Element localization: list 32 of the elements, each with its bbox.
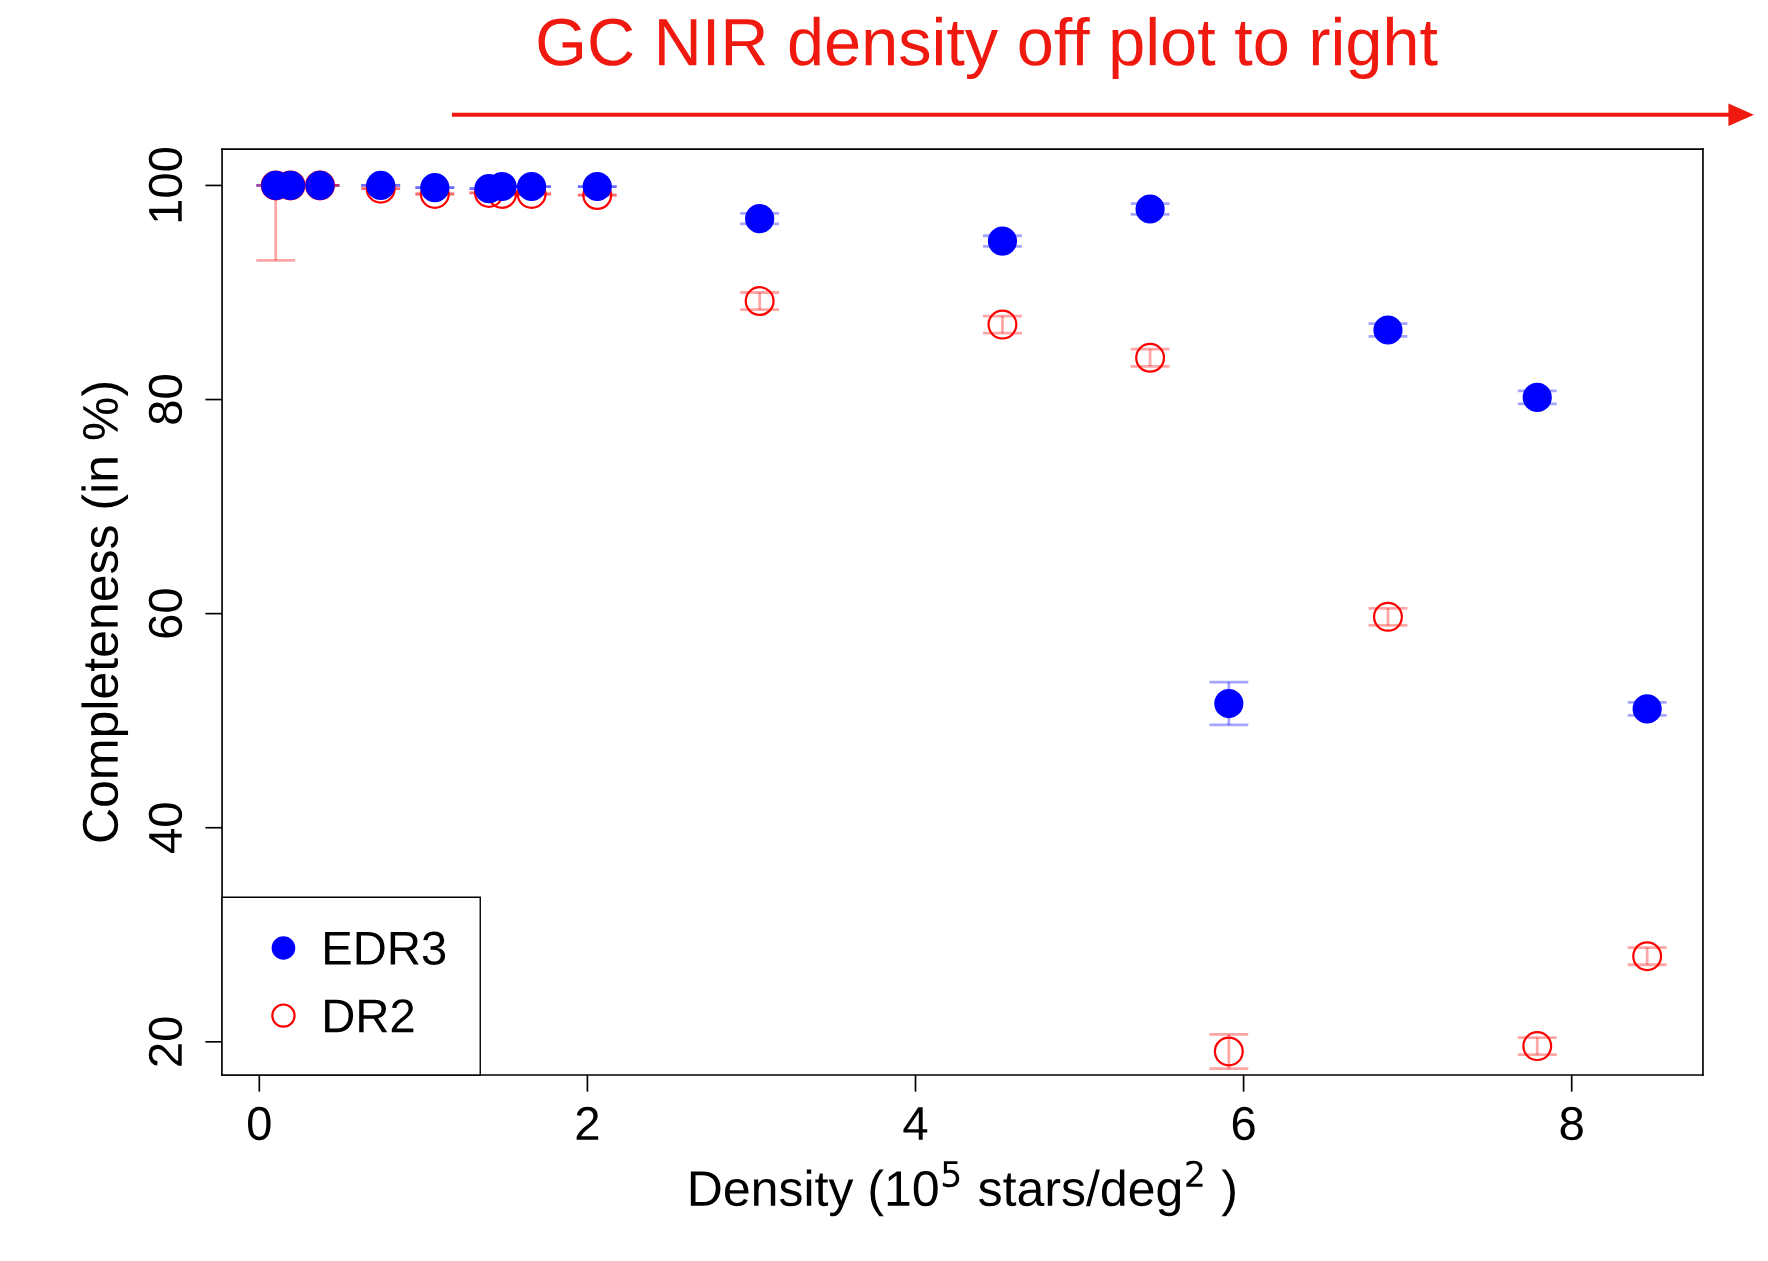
point: [1214, 688, 1244, 719]
point: [1135, 194, 1165, 224]
x-tick-label: 6: [1232, 1106, 1255, 1141]
x-tick-label: 0: [248, 1106, 271, 1141]
point: [420, 173, 450, 203]
point: [1522, 382, 1552, 412]
point: [517, 171, 547, 202]
point: [745, 204, 775, 234]
x-axis-title: Density (10$^{5}$ stars/deg$^{2}$ ): [690, 1160, 1235, 1217]
x-tick-label: 8: [1560, 1106, 1583, 1141]
point: [1213, 1036, 1244, 1067]
point: [1632, 694, 1662, 724]
point: [1373, 315, 1403, 345]
y-tick-label: 20: [148, 1017, 183, 1066]
point: [1372, 601, 1403, 632]
x-tick-label: 4: [903, 1107, 928, 1140]
point: [1522, 1031, 1553, 1062]
point: [1135, 342, 1166, 373]
legend-label: DR2: [325, 999, 414, 1033]
y-tick-label: 60: [148, 589, 183, 638]
text: GC NIR density off plot to right: [538, 16, 1438, 79]
point: [582, 171, 612, 202]
legend-label: EDR3: [325, 931, 446, 965]
point: [987, 226, 1018, 256]
point: [987, 309, 1018, 340]
y-tick-label: 80: [148, 375, 183, 424]
point: [1632, 941, 1663, 972]
y-tick-label: 100: [148, 147, 183, 222]
x-tick-label: 2: [576, 1106, 599, 1140]
point: [744, 286, 775, 317]
y-tick-label: 40: [148, 803, 183, 853]
y-axis-title: Completeness (in %): [81, 383, 129, 842]
